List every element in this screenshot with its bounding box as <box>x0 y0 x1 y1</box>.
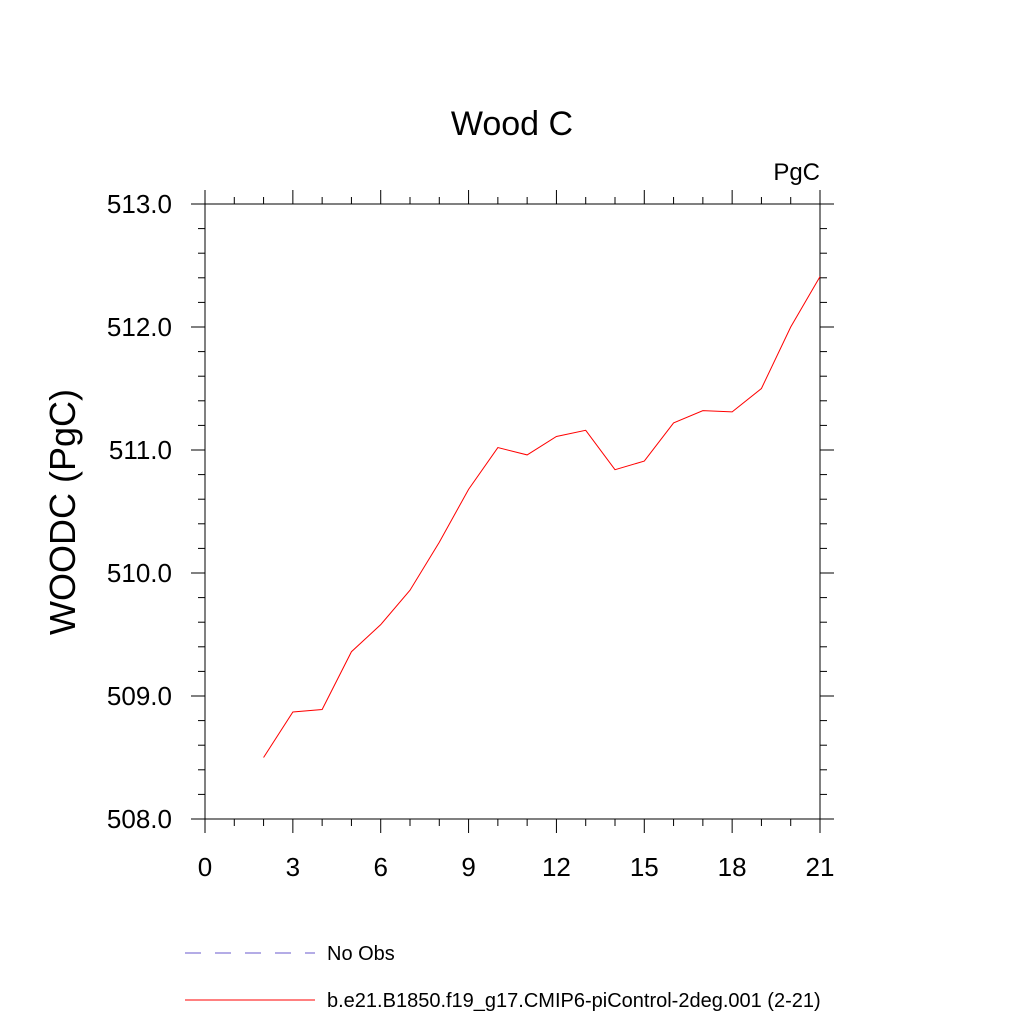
chart-title: Wood C <box>451 105 573 143</box>
y-axis-label: WOODC (PgC) <box>42 389 83 635</box>
y-tick-label: 511.0 <box>109 435 172 465</box>
y-tick-label: 508.0 <box>107 804 172 834</box>
legend: No Obs b.e21.B1850.f19_g17.CMIP6-piContro… <box>185 943 821 1012</box>
legend-entry: No Obs <box>185 943 395 965</box>
y-tick-label: 512.0 <box>107 312 172 342</box>
minor-ticks <box>198 197 827 826</box>
major-ticks <box>191 190 834 833</box>
x-tick-label: 21 <box>806 852 835 882</box>
plot-frame <box>204 203 821 820</box>
units-label: PgC <box>773 159 820 186</box>
series-layer <box>263 276 821 758</box>
y-tick-label: 513.0 <box>107 189 172 219</box>
x-tick-label: 18 <box>718 852 747 882</box>
x-tick-labels: 0 3 6 9 12 15 18 21 <box>198 852 835 882</box>
x-tick-label: 15 <box>630 852 659 882</box>
x-tick-label: 9 <box>461 852 475 882</box>
y-tick-label: 510.0 <box>107 558 172 588</box>
legend-label: No Obs <box>327 943 395 965</box>
y-tick-label: 509.0 <box>107 681 172 711</box>
y-tick-labels: 508.0 509.0 510.0 511.0 512.0 513.0 <box>107 189 172 834</box>
legend-label: b.e21.B1850.f19_g17.CMIP6-piControl-2deg… <box>327 990 821 1012</box>
x-tick-label: 12 <box>542 852 571 882</box>
legend-entry: b.e21.B1850.f19_g17.CMIP6-piControl-2deg… <box>185 990 821 1012</box>
x-tick-label: 3 <box>286 852 300 882</box>
x-tick-label: 6 <box>373 852 387 882</box>
x-tick-label: 0 <box>198 852 212 882</box>
series-line <box>263 276 821 758</box>
